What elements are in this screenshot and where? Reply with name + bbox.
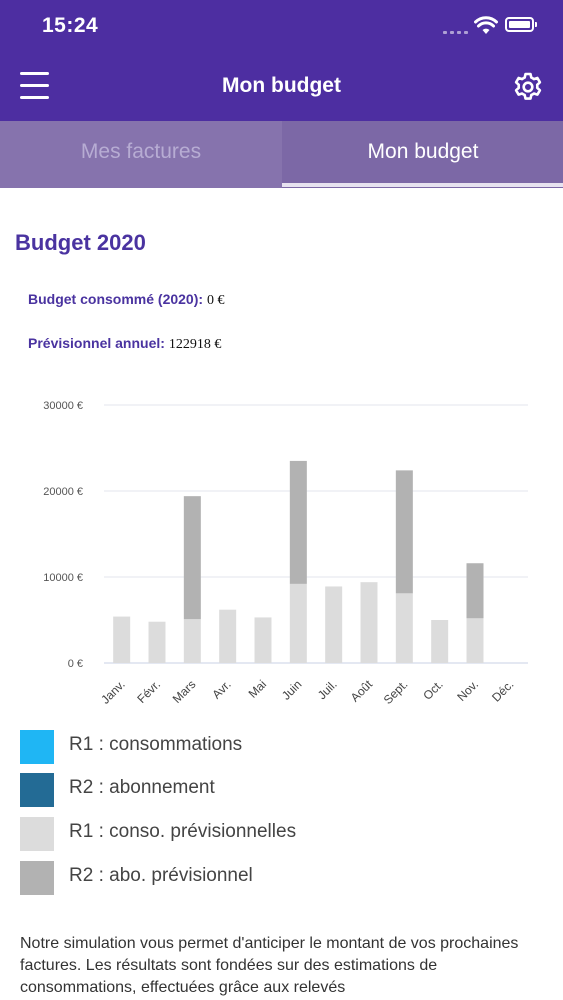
x-tick-label: Nov. (454, 677, 481, 704)
bar-2-4[interactable] (254, 617, 272, 663)
budget-forecast-value: 122918 € (168, 337, 222, 352)
x-tick-label: Janv. (98, 677, 128, 707)
x-tick-label: Mai (246, 677, 270, 701)
bar-3-2[interactable] (183, 496, 201, 620)
tab-mes-factures[interactable]: Mes factures (0, 121, 282, 188)
page-title: Mon budget (222, 74, 341, 97)
bar-2-3[interactable] (219, 609, 237, 663)
bar-2-6[interactable] (325, 586, 343, 663)
tab-mon-budget[interactable]: Mon budget (367, 140, 479, 163)
x-tick-label: Mars (170, 677, 199, 706)
legend-swatch (20, 773, 54, 807)
bar-2-2[interactable] (183, 619, 201, 663)
x-tick-label: Févr. (134, 677, 163, 706)
legend-label: R2 : abo. prévisionnel (69, 865, 253, 886)
bar-2-8[interactable] (395, 593, 413, 663)
x-tick-label: Juil. (315, 677, 340, 702)
bar-2-5[interactable] (289, 583, 307, 663)
wifi-icon (474, 16, 498, 34)
legend-swatch (20, 817, 54, 851)
legend-item-r1-conso-previsionnelles: R1 : conso. prévisionnelles (20, 817, 440, 851)
tab-bar: Mes factures Mon budget (0, 121, 563, 188)
y-tick-label: 20000 € (43, 486, 83, 498)
gear-icon[interactable] (512, 71, 544, 103)
x-tick-label: Août (348, 677, 376, 705)
x-tick-label: Oct. (420, 677, 445, 702)
legend-swatch (20, 861, 54, 895)
x-tick-label: Juin (279, 677, 304, 702)
bar-3-8[interactable] (395, 470, 413, 594)
y-tick-label: 0 € (68, 658, 83, 670)
budget-forecast-label: Prévisionnel annuel: (28, 335, 165, 351)
bar-2-10[interactable] (466, 618, 484, 663)
bar-2-9[interactable] (431, 620, 449, 663)
active-tab-indicator (282, 183, 563, 187)
budget-title: Budget 2020 (15, 230, 146, 255)
legend-label: R1 : conso. prévisionnelles (69, 821, 297, 842)
budget-consumed: Budget consommé (2020): 0 € (28, 291, 224, 309)
battery-icon (505, 17, 537, 32)
simulation-description: Notre simulation vous permet d'anticiper… (20, 935, 519, 996)
hamburger-menu-icon[interactable] (20, 71, 50, 101)
app-header: 15:24 Mon budget (0, 0, 563, 121)
legend-item-r2-abo-previsionnel: R2 : abo. prévisionnel (20, 861, 440, 895)
legend-swatch (20, 730, 54, 764)
y-tick-label: 30000 € (43, 400, 83, 412)
legend-label: R2 : abonnement (69, 777, 215, 798)
legend-item-r1-consommations: R1 : consommations (20, 730, 440, 764)
budget-forecast: Prévisionnel annuel: 122918 € (28, 335, 221, 353)
legend-item-r2-abonnement: R2 : abonnement (20, 773, 440, 807)
x-tick-label: Déc. (489, 677, 516, 704)
bar-2-1[interactable] (148, 621, 166, 663)
x-tick-label: Sept. (381, 677, 411, 707)
legend-label: R1 : consommations (69, 734, 243, 755)
bar-3-5[interactable] (289, 460, 307, 584)
budget-consumed-value: 0 € (206, 293, 225, 308)
y-tick-label: 10000 € (43, 572, 83, 584)
cellular-signal-icon (443, 30, 469, 34)
bar-2-0[interactable] (113, 616, 131, 663)
budget-consumed-label: Budget consommé (2020): (28, 291, 204, 307)
bar-3-10[interactable] (466, 563, 484, 619)
budget-bar-chart: 0 € 10000 € 20000 € 30000 € Janv. Févr. Mars Av… (43, 400, 528, 707)
x-tick-label: Avr. (209, 677, 233, 701)
bar-2-7[interactable] (360, 582, 378, 663)
status-time: 15:24 (42, 14, 99, 37)
